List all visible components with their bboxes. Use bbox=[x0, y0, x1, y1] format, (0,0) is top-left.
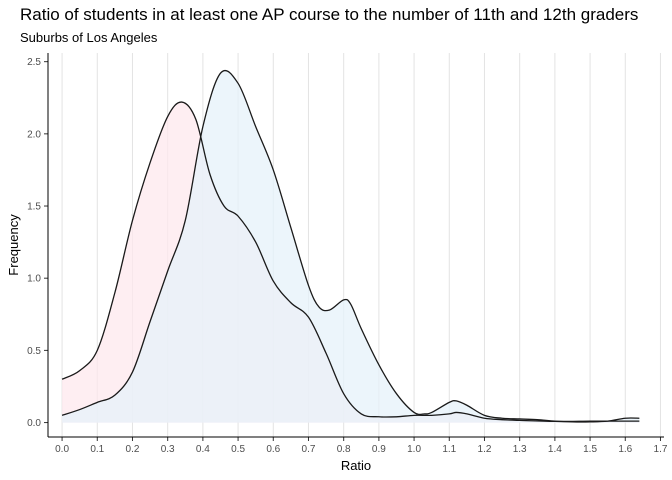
x-tick-label: 0.0 bbox=[55, 444, 69, 455]
y-axis-title: Frequency bbox=[6, 214, 21, 276]
x-tick-label: 1.1 bbox=[442, 444, 456, 455]
x-tick-label: 1.2 bbox=[478, 444, 492, 455]
x-tick-label: 1.5 bbox=[583, 444, 597, 455]
x-tick-label: 1.7 bbox=[654, 444, 668, 455]
x-tick-label: 0.3 bbox=[161, 444, 175, 455]
density-areas bbox=[62, 70, 640, 423]
x-axis-title: Ratio bbox=[341, 458, 371, 473]
x-tick-label: 0.5 bbox=[231, 444, 245, 455]
x-tick-label: 1.4 bbox=[548, 444, 562, 455]
x-tick-label: 0.8 bbox=[337, 444, 351, 455]
y-tick-label: 2.5 bbox=[27, 57, 41, 68]
density-line-1 bbox=[61, 101, 640, 423]
x-tick-label: 1.3 bbox=[513, 444, 527, 455]
x-tick-label: 0.9 bbox=[372, 444, 386, 455]
x-tick-label: 0.2 bbox=[126, 444, 140, 455]
chart-title: Ratio of students in at least one AP cou… bbox=[20, 5, 638, 24]
x-tick-label: 0.7 bbox=[302, 444, 316, 455]
y-tick-label: 1.5 bbox=[27, 202, 41, 213]
x-tick-label: 0.6 bbox=[266, 444, 280, 455]
y-tick-label: 0.0 bbox=[27, 418, 41, 429]
chart-subtitle: Suburbs of Los Angeles bbox=[20, 30, 158, 45]
x-tick-label: 0.1 bbox=[90, 444, 104, 455]
y-tick-label: 1.0 bbox=[27, 274, 41, 285]
axes: 0.0 0.1 0.2 0.3 0.4 0.5 0.6 0.7 0.8 0.9 1.0 1.1 1.2 1… bbox=[27, 53, 668, 455]
density-lines bbox=[61, 69, 640, 423]
x-tick-label: 1.0 bbox=[407, 444, 421, 455]
x-tick-label: 1.6 bbox=[618, 444, 632, 455]
y-tick-label: 0.5 bbox=[27, 346, 41, 357]
x-tick-label: 0.4 bbox=[196, 444, 210, 455]
y-tick-label: 2.0 bbox=[27, 129, 41, 140]
density-line-2 bbox=[61, 69, 640, 423]
